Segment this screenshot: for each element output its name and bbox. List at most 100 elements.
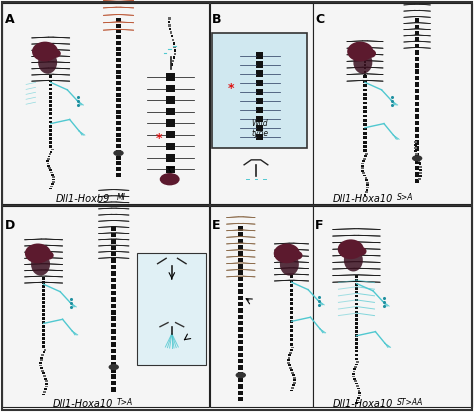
Bar [362, 172, 365, 174]
Bar [116, 52, 121, 56]
Point [315, 293, 323, 300]
Bar [49, 92, 52, 95]
Point [67, 304, 75, 310]
Bar [52, 179, 55, 180]
Bar [363, 89, 367, 91]
Bar [51, 174, 54, 176]
Text: E: E [212, 219, 221, 232]
Bar [166, 73, 175, 81]
Bar [291, 387, 294, 389]
Bar [116, 41, 121, 45]
Bar [363, 110, 367, 113]
Bar [363, 97, 367, 100]
Bar [43, 351, 46, 353]
Bar [415, 56, 419, 61]
Bar [238, 372, 243, 376]
Bar [49, 137, 52, 140]
Bar [364, 194, 366, 196]
Bar [48, 167, 51, 169]
Bar [46, 160, 49, 162]
Bar [288, 364, 291, 366]
Bar [352, 373, 355, 375]
Bar [42, 297, 46, 300]
Bar [111, 284, 116, 289]
Bar [166, 108, 175, 115]
Bar [419, 162, 421, 165]
Bar [363, 150, 367, 152]
Point [389, 102, 396, 108]
Point [380, 303, 388, 309]
Bar [415, 18, 419, 23]
Bar [363, 128, 367, 131]
Bar [42, 341, 46, 344]
Bar [111, 290, 116, 295]
Bar [50, 151, 53, 153]
Bar [49, 104, 52, 107]
Bar [166, 154, 175, 162]
Bar [354, 380, 356, 382]
Text: *: * [155, 131, 162, 145]
Bar [355, 330, 358, 333]
Bar [415, 50, 419, 55]
Bar [49, 88, 52, 91]
Bar [40, 359, 43, 361]
Bar [51, 183, 54, 185]
Bar [365, 189, 368, 191]
Bar [238, 289, 243, 294]
Text: T>A: T>A [117, 398, 133, 407]
Bar [289, 352, 292, 353]
Bar [238, 365, 243, 370]
Ellipse shape [353, 51, 373, 74]
Bar [210, 206, 313, 407]
Bar [256, 61, 263, 68]
Bar [290, 370, 293, 371]
Bar [111, 323, 116, 328]
Bar [364, 61, 366, 63]
Bar [290, 343, 293, 346]
Ellipse shape [347, 42, 374, 61]
Bar [111, 368, 116, 372]
Bar [116, 127, 121, 131]
Bar [172, 39, 174, 41]
Bar [116, 110, 121, 114]
Bar [291, 349, 293, 351]
Bar [289, 367, 292, 369]
Bar [415, 44, 419, 48]
Bar [363, 115, 367, 117]
Bar [45, 380, 47, 382]
Bar [290, 338, 293, 342]
Bar [290, 293, 293, 296]
Bar [111, 362, 116, 366]
Bar [415, 166, 419, 170]
Bar [238, 245, 243, 250]
Bar [256, 52, 263, 59]
Point [389, 94, 396, 100]
Bar [42, 309, 46, 312]
Bar [238, 340, 243, 344]
Bar [49, 100, 52, 103]
Bar [168, 17, 171, 20]
Bar [111, 349, 116, 353]
Bar [366, 182, 369, 184]
Bar [116, 29, 121, 33]
Bar [111, 336, 116, 340]
Bar [116, 35, 121, 39]
Bar [358, 395, 361, 396]
Point [74, 94, 82, 100]
Bar [363, 93, 367, 96]
Bar [45, 383, 48, 385]
Bar [355, 346, 358, 349]
Bar [365, 192, 367, 193]
Bar [355, 295, 358, 297]
Ellipse shape [412, 155, 422, 162]
Bar [417, 156, 419, 159]
Bar [415, 127, 419, 132]
Bar [415, 24, 419, 29]
Bar [42, 372, 45, 375]
Bar [111, 233, 116, 237]
Bar [116, 162, 121, 165]
Bar [238, 359, 243, 363]
Bar [292, 377, 295, 379]
Bar [44, 378, 47, 379]
Bar [357, 390, 360, 392]
